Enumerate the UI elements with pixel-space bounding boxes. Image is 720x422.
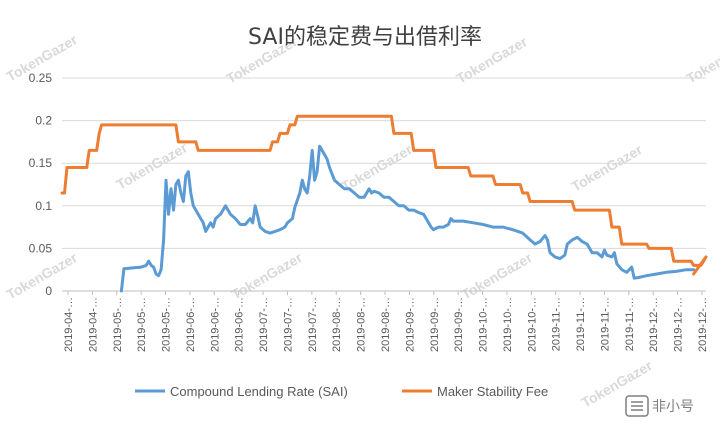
- legend: Compound Lending Rate (SAI) Maker Stabil…: [135, 384, 548, 399]
- x-tick-label: 2019-11-…: [551, 297, 563, 351]
- x-tick-label: 2019-10-…: [526, 297, 538, 352]
- x-tick-label: 2019-09-…: [453, 297, 465, 352]
- x-tick-label: 2019-11-…: [575, 297, 587, 351]
- watermark-10: TokenGazer: [459, 249, 536, 303]
- series-line-0: [119, 144, 696, 293]
- x-tick-label: 2019-05-…: [161, 297, 173, 352]
- x-tick-label: 2019-07-…: [282, 297, 294, 352]
- watermark-4: TokenGazer: [684, 33, 720, 87]
- x-tick-label: 2019-08-…: [380, 297, 392, 352]
- x-tick-label: 2019-08-…: [331, 297, 343, 352]
- y-tick-label: 0: [45, 284, 52, 298]
- watermark-8: TokenGazer: [4, 249, 81, 303]
- x-tick-label: 2019-06-…: [209, 297, 221, 352]
- logo-icon-mark: [631, 401, 643, 411]
- x-tick-label: 2019-09-…: [429, 297, 441, 352]
- watermark-9: TokenGazer: [229, 249, 306, 303]
- y-tick-label: 0.05: [29, 241, 53, 255]
- watermarks: TokenGazer TokenGazer TokenGazer TokenGa…: [4, 31, 720, 411]
- chart-title: SAI的稳定费与出借利率: [248, 25, 482, 50]
- x-tick-label: 2019-04-…: [63, 297, 75, 352]
- logo-text: 非小号: [652, 399, 694, 415]
- legend-label-compound: Compound Lending Rate (SAI): [170, 384, 348, 399]
- legend-label-maker: Maker Stability Fee: [437, 384, 548, 399]
- x-tick-label: 2019-07-…: [307, 297, 319, 352]
- x-tick-label: 2019-05-…: [112, 297, 124, 352]
- series-line-1: [60, 114, 708, 276]
- watermark-7: TokenGazer: [569, 141, 646, 195]
- series-lines: [60, 114, 708, 293]
- y-tick-label: 0.25: [29, 71, 53, 85]
- x-tick-label: 2019-12-…: [648, 297, 660, 352]
- x-tick-label: 2019-07-…: [258, 297, 270, 352]
- x-tick-label: 2019-11-…: [599, 297, 611, 351]
- x-tick-label: 2019-12-…: [673, 297, 685, 352]
- x-tick-label: 2019-12-…: [697, 297, 709, 352]
- x-axis-ticks: 2019-04-… 2019-04-… 2019-05-… 2019-05-… 2019…: [63, 291, 709, 352]
- watermark-11: TokenGazer: [579, 357, 656, 411]
- x-tick-label: 2019-06-…: [185, 297, 197, 352]
- y-tick-label: 0.15: [29, 156, 53, 170]
- logo-icon: [625, 395, 649, 417]
- x-tick-label: 2019-08-…: [356, 297, 368, 352]
- x-tick-label: 2019-11-…: [624, 297, 636, 351]
- watermark-6: TokenGazer: [339, 141, 416, 195]
- y-axis-ticks: 0 0.05 0.1 0.15 0.2 0.25: [29, 71, 53, 298]
- x-tick-label: 2019-06-…: [234, 297, 246, 352]
- x-tick-label: 2019-10-…: [478, 297, 490, 352]
- logo: 非小号: [625, 395, 694, 417]
- x-tick-label: 2019-04-…: [87, 297, 99, 352]
- gridlines: [62, 77, 706, 292]
- x-tick-label: 2019-05-…: [136, 297, 148, 352]
- y-tick-label: 0.1: [35, 199, 52, 213]
- x-tick-label: 2019-09-…: [404, 297, 416, 352]
- y-tick-label: 0.2: [35, 114, 52, 128]
- x-tick-label: 2019-10-…: [502, 297, 514, 352]
